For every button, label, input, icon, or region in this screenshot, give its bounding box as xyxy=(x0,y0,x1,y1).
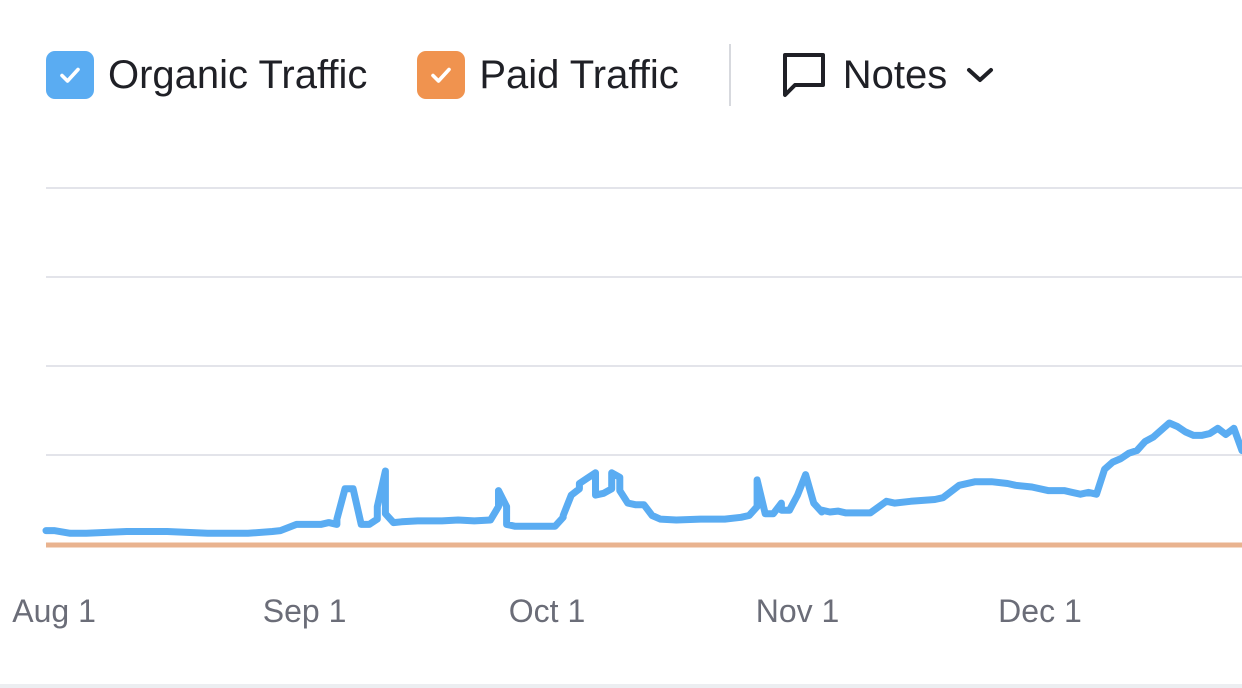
x-tick-label: Oct 1 xyxy=(509,593,585,629)
notes-dropdown[interactable]: Notes xyxy=(781,51,996,99)
legend-label-paid: Paid Traffic xyxy=(479,52,679,97)
organic-traffic-checkbox[interactable] xyxy=(46,51,94,99)
legend-label-organic: Organic Traffic xyxy=(108,52,368,97)
x-tick-label: Dec 1 xyxy=(998,593,1082,629)
chart-legend: Organic Traffic Paid Traffic Notes xyxy=(46,44,995,106)
notes-label: Notes xyxy=(842,52,948,97)
x-tick-label: Nov 1 xyxy=(756,593,840,629)
chevron-down-icon xyxy=(967,68,994,82)
legend-item-paid-traffic[interactable]: Paid Traffic xyxy=(417,51,679,99)
x-tick-label: Aug 1 xyxy=(12,593,96,629)
comment-icon xyxy=(782,53,825,97)
checkmark-icon xyxy=(60,67,80,83)
paid-traffic-checkbox[interactable] xyxy=(417,51,466,99)
organic-traffic-line xyxy=(42,419,1242,537)
legend-item-organic-traffic[interactable]: Organic Traffic xyxy=(46,51,367,99)
legend-divider xyxy=(728,44,731,106)
bottom-border xyxy=(0,684,1242,688)
checkmark-icon xyxy=(431,67,452,83)
x-tick-label: Sep 1 xyxy=(263,593,347,629)
